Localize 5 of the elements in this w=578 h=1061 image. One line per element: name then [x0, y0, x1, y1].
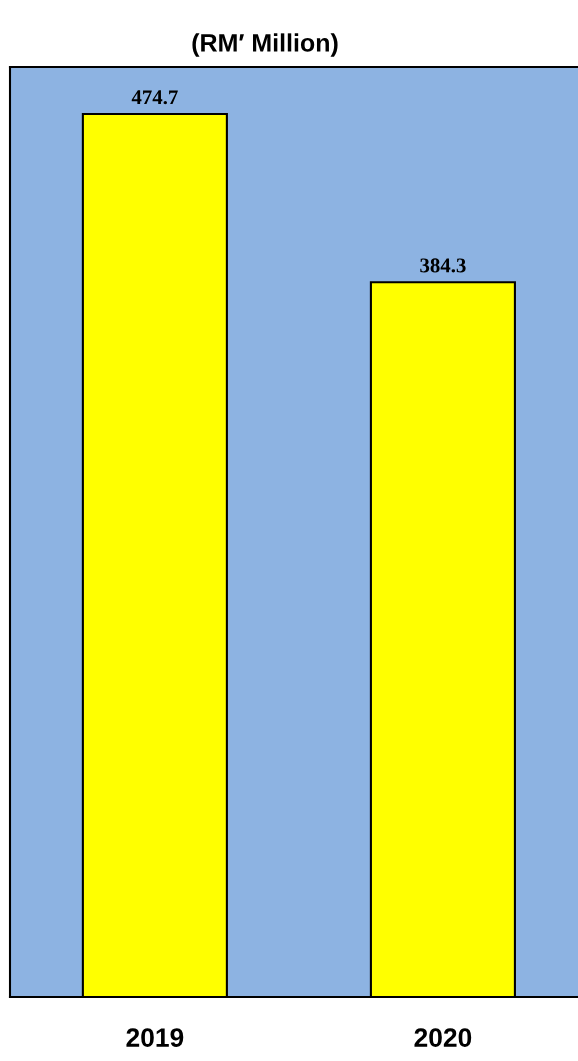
x-tick-label: 2019 — [126, 1028, 184, 1047]
chart-title: (RM′ Million) — [192, 33, 338, 57]
data-label: 384.3 — [420, 258, 466, 273]
x-tick-label: 2020 — [414, 1028, 472, 1047]
data-label: 474.7 — [131, 90, 178, 105]
